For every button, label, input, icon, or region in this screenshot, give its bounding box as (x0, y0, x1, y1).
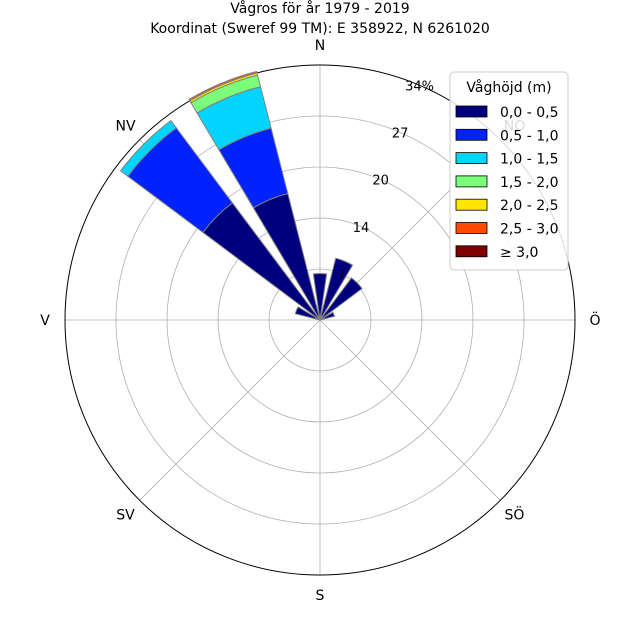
outer-ring (64, 64, 576, 576)
rose-bar-segment (312, 273, 328, 321)
legend-label: 1,5 - 2,0 (500, 175, 558, 191)
legend-label: 1,0 - 1,5 (500, 152, 558, 168)
rose-bar-segment (319, 311, 336, 321)
direction-label: SV (116, 508, 135, 524)
direction-label: V (40, 313, 50, 329)
legend-swatch (455, 198, 488, 211)
legend-swatch (455, 128, 488, 141)
legend: Våghöjd (m) 0,0 - 0,5 0,5 - 1,0 1,0 - 1,5 1… (449, 71, 569, 271)
legend-swatch (455, 105, 488, 118)
legend-swatch (455, 245, 488, 258)
radial-tick-label: 14 (353, 221, 370, 236)
radial-tick-label: 20 (372, 174, 389, 189)
direction-label: NV (115, 119, 135, 135)
rose-bar-segment (119, 119, 177, 177)
legend-label: 2,5 - 3,0 (500, 222, 558, 238)
legend-swatch (455, 222, 488, 234)
legend-swatch (455, 175, 488, 188)
radial-tick-label: 34% (405, 79, 434, 94)
grid-spoke (319, 319, 501, 501)
legend-swatch (455, 152, 488, 165)
direction-label: N (315, 38, 325, 54)
chart-title: Vågros för år 1979 - 2019 (230, 0, 409, 17)
legend-label: 2,0 - 2,5 (500, 198, 558, 214)
legend-title: Våghöjd (m) (466, 79, 551, 96)
direction-label: Ö (589, 311, 600, 329)
radial-tick-label: 7 (337, 268, 345, 283)
legend-items: 0,0 - 0,5 0,5 - 1,0 1,0 - 1,5 1,5 - 2,0 2,0 … (455, 105, 558, 261)
legend-box (449, 71, 569, 271)
direction-label: S (316, 588, 325, 604)
rose-bar-segment (319, 257, 354, 321)
legend-label: ≥ 3,0 (500, 245, 538, 261)
legend-label: 0,0 - 0,5 (500, 105, 558, 121)
radial-tick-labels: 7 14 20 27 34% (337, 79, 434, 283)
rose-bar-segment (319, 277, 363, 321)
legend-label: 0,5 - 1,0 (500, 128, 558, 144)
rose-bar-segment (294, 306, 321, 321)
radial-tick-label: 27 (392, 127, 409, 142)
grid-spoke (139, 319, 321, 501)
direction-label: SÖ (505, 506, 525, 524)
rose-bars (119, 70, 363, 321)
rose-bar-segment (188, 70, 258, 102)
chart-subtitle: Koordinat (Sweref 99 TM): E 358922, N 62… (150, 21, 490, 37)
